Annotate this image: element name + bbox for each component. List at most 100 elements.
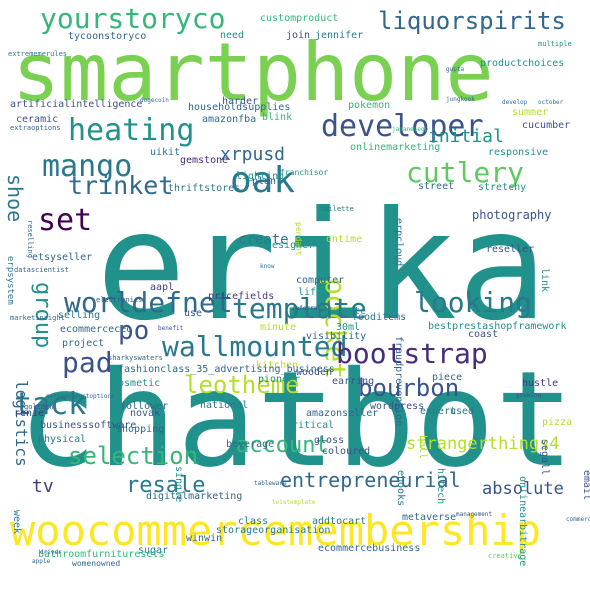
cloud-word: template <box>232 292 367 325</box>
cloud-word: fashionclass_35_advertising_business <box>118 364 335 375</box>
cloud-word: week <box>11 510 22 534</box>
cloud-word: dogecoin <box>140 97 169 104</box>
cloud-word: single <box>173 466 184 502</box>
cloud-word: stretchy <box>478 182 526 193</box>
cloud-word: tv <box>32 476 54 497</box>
cloud-word: expert <box>420 406 456 417</box>
cloud-word: extraoptions <box>10 124 61 132</box>
cloud-word: worldefnet <box>64 286 233 319</box>
cloud-word: creative <box>488 552 522 560</box>
cloud-word: resale <box>126 473 205 498</box>
cloud-word: management <box>456 511 493 518</box>
cloud-word: xrpusd <box>220 144 285 165</box>
cloud-word: po <box>118 316 149 346</box>
cloud-word: customproduct <box>260 13 338 24</box>
cloud-word: winwin <box>186 533 222 544</box>
cloud-word: erika <box>96 180 548 354</box>
cloud-word: leotheme <box>184 371 300 399</box>
cloud-word: pad <box>62 346 113 379</box>
cloud-word: bootstrap <box>336 337 488 370</box>
cloud-word: japanesegp <box>392 126 429 133</box>
cloud-word: woocommercemembership <box>10 506 541 555</box>
cloud-word: life <box>298 287 322 298</box>
cloud-word: create <box>238 232 289 248</box>
cloud-word: householdsupplies <box>188 102 290 113</box>
cloud-word: smartphone <box>12 26 494 119</box>
cloud-word: aapl <box>150 282 174 293</box>
cloud-word: erpcloud <box>393 218 404 266</box>
cloud-word: coast <box>468 329 498 340</box>
cloud-word: account <box>236 433 329 458</box>
cloud-word: develop <box>502 99 528 106</box>
cloud-word: physical <box>38 434 86 445</box>
cloud-word: group <box>30 282 55 348</box>
cloud-word: artificialintelligence <box>10 99 142 110</box>
cloud-word: beverage <box>226 439 274 450</box>
cloud-word: gloss <box>314 435 344 446</box>
cloud-word: commerce <box>566 516 590 523</box>
cloud-word: computer <box>296 275 344 286</box>
cloud-word: fraudprevention <box>393 336 404 426</box>
cloud-word: referral <box>292 305 321 312</box>
cloud-word: looking <box>414 286 532 319</box>
cloud-word: dtc <box>348 306 366 317</box>
cloud-word: initial <box>428 126 504 147</box>
cloud-word: chatbot <box>18 343 574 497</box>
cloud-word: apple <box>32 558 50 565</box>
cloud-word: growing <box>516 392 542 399</box>
cloud-word: goliath <box>24 403 54 411</box>
cloud-word: earring <box>332 376 374 387</box>
cloud-word: designer <box>266 240 314 251</box>
cloud-word: extrememerules <box>8 50 67 58</box>
cloud-word: coloured <box>322 446 370 457</box>
cloud-word: renie <box>14 408 44 419</box>
cloud-word: multiple <box>538 40 572 48</box>
cloud-word: critical <box>286 420 334 431</box>
cloud-word: logistics <box>12 380 31 467</box>
cloud-word: photography <box>472 208 551 222</box>
cloud-word: know <box>260 263 275 270</box>
cloud-word: mango <box>42 149 132 184</box>
cloud-word: cosmetic <box>112 378 160 389</box>
cloud-word: email <box>581 470 590 500</box>
cloud-word: datascientist <box>14 266 69 274</box>
cloud-word: novak <box>130 408 160 419</box>
cloud-word: class <box>238 516 268 527</box>
cloud-word: ecommerceceo <box>60 324 132 335</box>
cloud-word: set <box>38 203 92 238</box>
cloud-word: hall <box>417 435 428 459</box>
cloud-word: addtocart <box>312 516 366 527</box>
cloud-word: liquorspirits <box>378 7 566 35</box>
cloud-word: yourstoryco <box>40 2 225 35</box>
cloud-word: kitchen <box>256 360 298 371</box>
cloud-word: shopping <box>116 424 164 435</box>
cloud-word: toilette <box>320 205 354 213</box>
cloud-word: pioneer <box>258 374 300 385</box>
cloud-word: erpsystem <box>5 256 15 305</box>
cloud-word: onlinearbitrage <box>517 476 528 566</box>
cloud-word: tycoonstoryco <box>68 31 146 42</box>
cloud-word: ecommercebusiness <box>318 543 420 554</box>
cloud-word: bestprestashopframework <box>428 321 566 332</box>
cloud-word: wallmounted <box>162 330 347 363</box>
cloud-word: project <box>62 338 104 349</box>
cloud-word: jungkook <box>446 96 475 103</box>
cloud-word: metaverse <box>402 512 456 523</box>
cloud-word: developer <box>321 109 484 144</box>
cloud-word: bathroomfurnituresets <box>38 549 164 560</box>
cloud-word: oak <box>230 160 295 201</box>
cloud-word: tack <box>14 387 86 422</box>
cloud-word: wordpress <box>370 401 424 412</box>
cloud-word: entrepreneurial <box>280 468 461 492</box>
cloud-word: franchisor <box>280 168 328 177</box>
cloud-word: visibility <box>306 331 366 342</box>
cloud-word: selection <box>68 442 198 470</box>
cloud-word: cucumber <box>522 120 570 131</box>
cloud-word: pocket <box>319 278 352 379</box>
cloud-word: ebooks <box>395 470 406 506</box>
cloud-word: benefit <box>158 325 184 332</box>
cloud-word: link <box>539 268 550 292</box>
cloud-word: amazonseller <box>306 408 378 419</box>
cloud-word: lighting <box>236 171 284 182</box>
cloud-word: businesssoftware <box>40 420 136 431</box>
